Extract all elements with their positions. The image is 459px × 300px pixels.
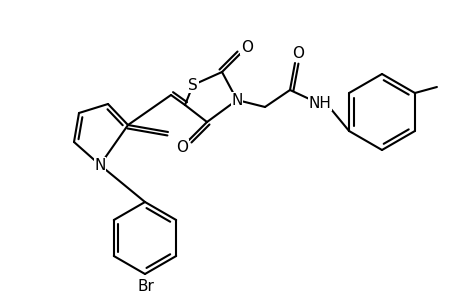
Text: N: N	[94, 158, 106, 172]
Text: O: O	[291, 46, 303, 61]
Text: N: N	[231, 92, 242, 107]
Text: O: O	[241, 40, 252, 55]
Text: NH: NH	[308, 95, 331, 110]
Text: O: O	[176, 140, 188, 154]
Text: Br: Br	[137, 280, 154, 295]
Text: S: S	[188, 77, 197, 92]
